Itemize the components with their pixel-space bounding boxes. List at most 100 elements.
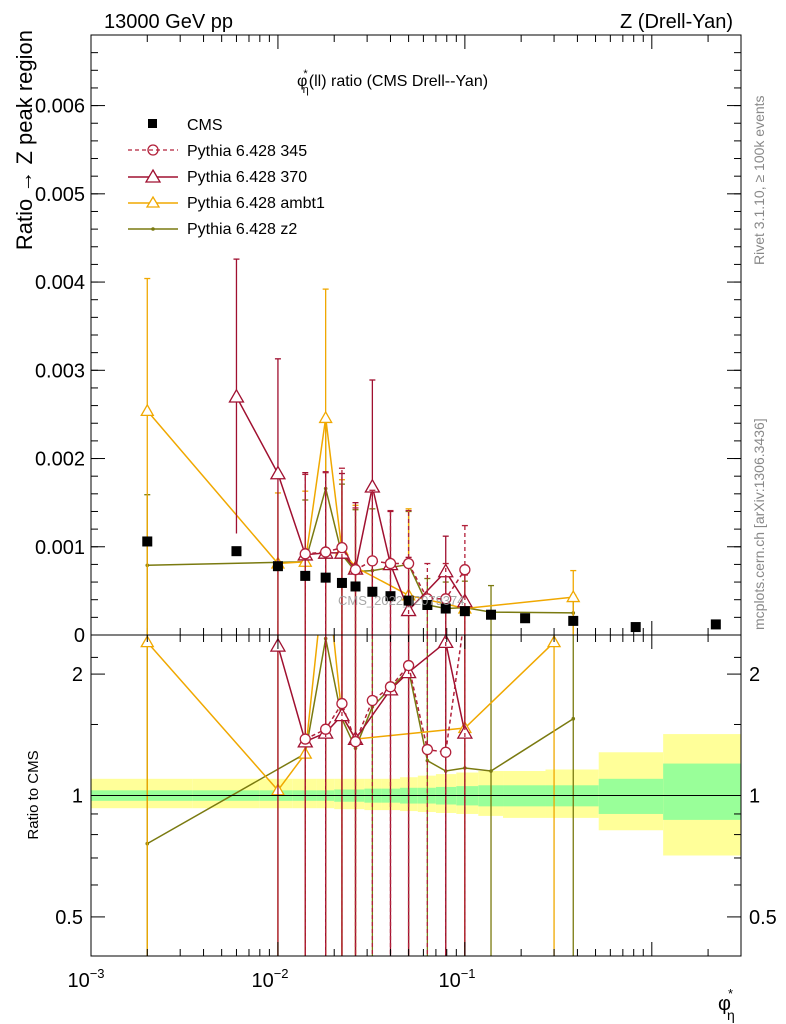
band-inner [598, 778, 664, 814]
ratio-tick-label-right: 2 [749, 664, 760, 686]
cms-point [367, 586, 378, 597]
xlabel-phi: φ [718, 993, 731, 1015]
ratio-ticks: 0.5 0.5 1 1 2 2 [55, 635, 777, 956]
ratio-tick-label: 1 [72, 786, 83, 808]
p370-point [228, 388, 245, 403]
p345-point [421, 743, 434, 756]
header-right: Z (Drell-Yan) [620, 11, 733, 33]
ambt1-line [146, 410, 574, 610]
cms-point [336, 577, 347, 588]
z2-point [489, 769, 493, 773]
p345-line [305, 546, 466, 600]
p345-point [459, 564, 471, 576]
ratio-tick-label-right: 0.5 [749, 907, 777, 929]
p370-line [235, 396, 466, 612]
header-left: 13000 GeV pp [104, 11, 233, 33]
cms-point [630, 622, 641, 633]
plot-title: φ* η(ll) ratio (CMS Drell--Yan) [297, 68, 488, 96]
xlabel-sub: η [727, 1007, 735, 1023]
legend-item-p345: Pythia 6.428 345 [128, 143, 307, 160]
p345-point [402, 659, 415, 672]
legend-item-cms: CMS [148, 117, 223, 134]
legend-marker-cms [148, 119, 157, 128]
p345-point [299, 733, 311, 745]
cms-point [385, 591, 396, 602]
cms-point [459, 606, 470, 617]
p370-line [277, 640, 466, 743]
p345-point [349, 735, 362, 748]
ambt1-point [566, 589, 581, 603]
y-tick-label: 0.001 [35, 537, 85, 559]
cms-point [403, 595, 414, 606]
x-tick-label-1e-3: 10−3 [67, 966, 104, 992]
p345-point [366, 555, 379, 567]
y-tick-label: 0.005 [35, 184, 85, 206]
x-tick-label-1e-1: 10−1 [438, 966, 475, 992]
title-phi: φ [297, 73, 307, 90]
band-inner [663, 763, 741, 820]
ratio-band-layer [91, 734, 741, 856]
ratio-tick-label: 0.5 [55, 907, 83, 929]
main-panel: 0 0.001 0.002 0.003 0.004 0.005 0.006 0.5 0.5 1 1… [35, 34, 777, 957]
y-tick-label: 0 [74, 625, 85, 647]
z2-point [425, 758, 430, 763]
p370-point [400, 601, 417, 617]
y-tick-label: 0.004 [35, 272, 85, 294]
p345-point [336, 541, 348, 554]
ratio-series-layer [140, 635, 576, 956]
legend-label-p345: Pythia 6.428 345 [187, 143, 307, 160]
legend-marker-z2 [151, 227, 155, 231]
p345-point [320, 546, 332, 558]
main-series-layer [140, 258, 721, 635]
rivet-label: Rivet 3.1.10, ≥ 100k events [751, 95, 767, 265]
title-sub: η [303, 84, 309, 96]
legend-label-ambt1: Pythia 6.428 ambt1 [187, 195, 325, 212]
p345-point [336, 697, 348, 710]
x-tick-labels: 10−3 10−2 10−1 [67, 966, 475, 992]
cms-point [520, 613, 531, 624]
title-sup: * [303, 68, 308, 80]
legend: CMS Pythia 6.428 345 Pythia 6.428 370 Py… [128, 117, 325, 238]
cms-point [142, 536, 153, 547]
x-axis-label: φ* η [718, 986, 735, 1023]
y-tick-label: 0.003 [35, 360, 85, 382]
x-tick-label-1e-2: 10−2 [251, 966, 288, 992]
ambt1-point [140, 403, 155, 417]
p345-point [320, 723, 332, 735]
legend-marker-p370 [144, 168, 162, 183]
cms-point [486, 609, 497, 620]
mcplots-label: mcplots.cern.ch [arXiv:1306.3436] [751, 418, 767, 630]
p345-line [304, 635, 463, 754]
p345-point [366, 694, 379, 707]
legend-label-cms: CMS [187, 117, 223, 134]
p345-point [402, 557, 415, 570]
legend-marker-p345 [147, 144, 159, 156]
ambt1-point [318, 410, 333, 424]
cms-point [710, 619, 721, 630]
main-ylabel: Ratio → Z peak region [12, 30, 37, 250]
p345-point [384, 681, 397, 693]
legend-item-p370: Pythia 6.428 370 [128, 168, 307, 186]
ratio-tick-label: 2 [72, 664, 83, 686]
main-ticks: 0 0.001 0.002 0.003 0.004 0.005 0.006 [35, 34, 742, 647]
cms-point [440, 603, 451, 614]
legend-marker-ambt1 [145, 195, 161, 208]
cms-point [320, 572, 331, 583]
svg-text:φ*η(ll) ratio (CMS Drell--Yan): φ* η(ll) ratio (CMS Drell--Yan) [297, 68, 488, 96]
title-rest: (ll) ratio (CMS Drell--Yan) [309, 73, 488, 90]
ratio-ylabel: Ratio to CMS [25, 750, 42, 839]
legend-label-p370: Pythia 6.428 370 [187, 169, 307, 186]
y-tick-label: 0.002 [35, 449, 85, 471]
cms-point [350, 581, 361, 592]
p345-point [440, 746, 452, 758]
cms-point [300, 570, 311, 581]
p345-point [349, 564, 362, 576]
xlabel-sup: * [728, 986, 733, 1001]
p345-point [299, 548, 311, 560]
cms-point [231, 546, 242, 557]
p345-point [384, 557, 397, 570]
cms-point [422, 600, 433, 610]
legend-item-ambt1: Pythia 6.428 ambt1 [128, 195, 325, 212]
z2-point [571, 716, 576, 721]
